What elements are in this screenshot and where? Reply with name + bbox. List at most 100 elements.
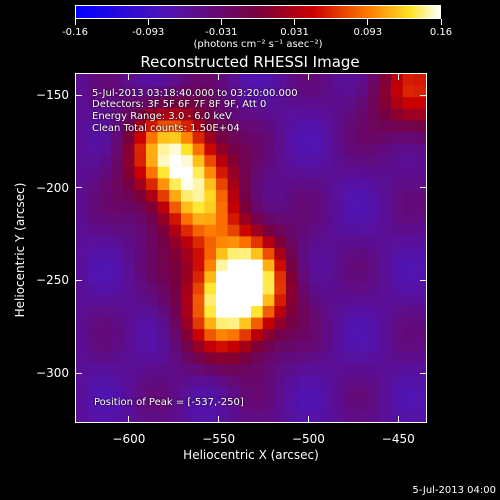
heatmap-cell xyxy=(239,306,252,319)
heatmap-cell xyxy=(146,178,159,191)
heatmap-cell xyxy=(146,294,159,307)
heatmap-cell xyxy=(111,236,124,249)
heatmap-cell xyxy=(391,201,404,214)
heatmap-cell xyxy=(356,329,369,342)
heatmap-cell xyxy=(122,190,135,203)
x-tick-mark xyxy=(218,73,220,80)
colorbar-tick-mark xyxy=(74,19,76,25)
heatmap-cell xyxy=(181,155,194,168)
heatmap-cell xyxy=(169,236,182,249)
heatmap-cell xyxy=(414,166,426,179)
heatmap-cell xyxy=(227,74,240,87)
heatmap-cell xyxy=(391,248,404,261)
x-tick-mark xyxy=(397,73,399,80)
heatmap-cell xyxy=(356,155,369,168)
heatmap-cell xyxy=(227,410,240,422)
heatmap-cell xyxy=(332,271,345,284)
heatmap-cell xyxy=(169,259,182,272)
heatmap-cell xyxy=(332,213,345,226)
heatmap-cell xyxy=(367,271,380,284)
heatmap-cell xyxy=(216,410,229,422)
heatmap-cell xyxy=(356,375,369,388)
heatmap-cell xyxy=(402,224,415,237)
heatmap-cell xyxy=(157,120,170,133)
heatmap-cell xyxy=(402,97,415,110)
heatmap-cell xyxy=(262,74,275,87)
heatmap-cell xyxy=(157,317,170,330)
heatmap-cell xyxy=(286,74,299,87)
heatmap-cell xyxy=(134,166,147,179)
heatmap-cell xyxy=(111,306,124,319)
heatmap-cell xyxy=(321,155,334,168)
heatmap-cell xyxy=(309,271,322,284)
y-tick-mark xyxy=(420,187,427,189)
heatmap-cell xyxy=(87,375,100,388)
heatmap-cell xyxy=(321,294,334,307)
heatmap-cell xyxy=(286,155,299,168)
heatmap-cell xyxy=(227,352,240,365)
heatmap-cell xyxy=(181,85,194,98)
heatmap-cell xyxy=(414,85,426,98)
heatmap-cell xyxy=(274,132,287,145)
heatmap-cell xyxy=(192,271,205,284)
heatmap-cell xyxy=(216,364,229,377)
heatmap-cell xyxy=(146,190,159,203)
heatmap-cell xyxy=(332,178,345,191)
heatmap-cell xyxy=(309,132,322,145)
heatmap-cell xyxy=(402,201,415,214)
heatmap-cell xyxy=(309,85,322,98)
heatmap-cell xyxy=(297,387,310,400)
heatmap-cell xyxy=(239,248,252,261)
heatmap-cell xyxy=(227,155,240,168)
heatmap-cell xyxy=(414,178,426,191)
heatmap-cell xyxy=(87,224,100,237)
heatmap-cell xyxy=(169,398,182,411)
heatmap-cell xyxy=(251,190,264,203)
heatmap-cell xyxy=(297,248,310,261)
heatmap-cell xyxy=(146,108,159,121)
heatmap-cell xyxy=(251,387,264,400)
heatmap-cell xyxy=(99,166,112,179)
heatmap-cell xyxy=(414,306,426,319)
heatmap-cell xyxy=(391,224,404,237)
heatmap-cell xyxy=(309,375,322,388)
heatmap-cell xyxy=(169,201,182,214)
heatmap-cell xyxy=(309,329,322,342)
heatmap-cell xyxy=(309,143,322,156)
heatmap-cell xyxy=(227,236,240,249)
heatmap-cell xyxy=(367,143,380,156)
heatmap-cell xyxy=(367,364,380,377)
heatmap-cell xyxy=(216,120,229,133)
heatmap-cell xyxy=(274,375,287,388)
heatmap-cell xyxy=(239,375,252,388)
heatmap-cell xyxy=(157,248,170,261)
heatmap-cell xyxy=(157,387,170,400)
heatmap-cell xyxy=(169,155,182,168)
heatmap-cell xyxy=(146,375,159,388)
heatmap-cell xyxy=(181,410,194,422)
heatmap-cell xyxy=(122,143,135,156)
heatmap-cell xyxy=(297,364,310,377)
heatmap-cell xyxy=(76,364,89,377)
heatmap-cell xyxy=(76,294,89,307)
heatmap-cell xyxy=(204,132,217,145)
heatmap-cell xyxy=(99,74,112,87)
heatmap-cell xyxy=(146,166,159,179)
heatmap-cell xyxy=(332,155,345,168)
heatmap-cell xyxy=(134,97,147,110)
annotation-peak: Position of Peak = [-537,-250] xyxy=(94,397,244,408)
heatmap-cell xyxy=(122,236,135,249)
heatmap-cell xyxy=(321,166,334,179)
heatmap-cell xyxy=(157,271,170,284)
heatmap-cell xyxy=(111,340,124,353)
heatmap-cell xyxy=(414,398,426,411)
heatmap-cell xyxy=(157,74,170,87)
heatmap-cell xyxy=(286,85,299,98)
heatmap-cell xyxy=(181,201,194,214)
heatmap-cell xyxy=(204,190,217,203)
heatmap-cell xyxy=(87,85,100,98)
heatmap-cell xyxy=(321,108,334,121)
heatmap-cell xyxy=(227,120,240,133)
heatmap-cell xyxy=(262,352,275,365)
heatmap-cell xyxy=(402,410,415,422)
